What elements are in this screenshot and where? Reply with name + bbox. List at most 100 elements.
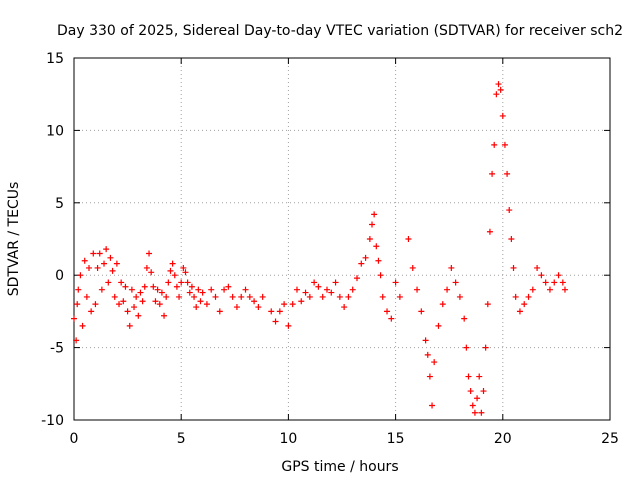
- y-tick-label: -5: [50, 341, 64, 357]
- data-point: [354, 275, 361, 282]
- x-tick-label: 25: [601, 431, 619, 447]
- data-point: [414, 286, 421, 293]
- data-point: [98, 286, 105, 293]
- data-point: [141, 283, 148, 290]
- data-point: [469, 402, 476, 409]
- data-point: [259, 293, 266, 300]
- data-point: [238, 293, 245, 300]
- data-point: [113, 260, 120, 267]
- data-point: [534, 264, 541, 271]
- data-point: [302, 289, 309, 296]
- data-point: [444, 286, 451, 293]
- data-point: [336, 293, 343, 300]
- data-point: [92, 301, 99, 308]
- data-point: [289, 301, 296, 308]
- data-point: [461, 315, 468, 322]
- data-point: [499, 112, 506, 119]
- data-point: [74, 301, 81, 308]
- x-tick-label: 10: [279, 431, 297, 447]
- data-point: [118, 279, 125, 286]
- data-point: [525, 293, 532, 300]
- data-point: [94, 264, 101, 271]
- data-point: [306, 293, 313, 300]
- data-point: [486, 228, 493, 235]
- data-point: [163, 293, 170, 300]
- data-point: [212, 293, 219, 300]
- data-point: [242, 286, 249, 293]
- data-point: [409, 264, 416, 271]
- data-point: [439, 301, 446, 308]
- data-point: [293, 286, 300, 293]
- data-point: [501, 141, 508, 148]
- data-point: [152, 298, 159, 305]
- data-point: [146, 250, 153, 257]
- data-point: [216, 308, 223, 315]
- axis-ticks: [73, 57, 611, 421]
- data-point: [474, 395, 481, 402]
- data-point: [122, 283, 129, 290]
- data-point: [510, 264, 517, 271]
- y-axis-label: SDTVAR / TECUs: [6, 182, 22, 297]
- data-point: [476, 373, 483, 380]
- data-point: [452, 279, 459, 286]
- data-point: [422, 337, 429, 344]
- data-point: [392, 279, 399, 286]
- data-point: [116, 301, 123, 308]
- data-point: [203, 301, 210, 308]
- data-point: [323, 286, 330, 293]
- data-point: [396, 293, 403, 300]
- data-point: [246, 293, 253, 300]
- data-point: [83, 293, 90, 300]
- x-tick-label: 0: [70, 431, 79, 447]
- data-point: [81, 257, 88, 264]
- data-point: [191, 293, 198, 300]
- data-point: [508, 236, 515, 242]
- data-point: [188, 283, 195, 290]
- y-tick-label: 15: [46, 51, 64, 67]
- data-point: [559, 279, 566, 286]
- data-point: [182, 269, 189, 276]
- data-point: [471, 409, 478, 416]
- data-point: [341, 304, 348, 311]
- data-point: [362, 254, 369, 261]
- data-point: [156, 301, 163, 308]
- data-point: [167, 267, 174, 274]
- data-point: [73, 337, 80, 344]
- data-point: [463, 344, 470, 351]
- data-point: [538, 272, 545, 279]
- data-point: [388, 315, 395, 322]
- data-point: [225, 283, 232, 290]
- data-points: [71, 81, 568, 416]
- data-point: [497, 86, 504, 93]
- data-point: [482, 344, 489, 351]
- data-point: [137, 289, 144, 296]
- data-point: [551, 279, 558, 286]
- data-point: [418, 308, 425, 315]
- data-point: [184, 279, 191, 286]
- data-point: [105, 279, 112, 286]
- data-point: [180, 264, 187, 271]
- data-point: [480, 388, 487, 395]
- data-point: [311, 279, 318, 286]
- x-tick-labels: 0 5 10 15 20 25: [70, 431, 619, 447]
- y-tick-label: 5: [55, 196, 64, 212]
- data-point: [495, 81, 502, 88]
- data-point: [161, 312, 168, 319]
- data-point: [165, 279, 172, 286]
- data-point: [131, 304, 138, 311]
- data-point: [158, 289, 165, 296]
- gridlines: [74, 58, 610, 420]
- chart-title: Day 330 of 2025, Sidereal Day-to-day VTE…: [57, 23, 623, 39]
- data-point: [178, 279, 185, 286]
- data-point: [478, 409, 485, 416]
- data-point: [512, 293, 519, 300]
- x-axis-label: GPS time / hours: [281, 459, 398, 475]
- data-point: [90, 250, 97, 257]
- data-point: [96, 250, 103, 257]
- data-point: [103, 246, 110, 253]
- data-point: [126, 322, 133, 329]
- data-point: [332, 279, 339, 286]
- data-point: [75, 286, 82, 293]
- data-point: [384, 308, 391, 315]
- x-tick-label: 20: [494, 431, 512, 447]
